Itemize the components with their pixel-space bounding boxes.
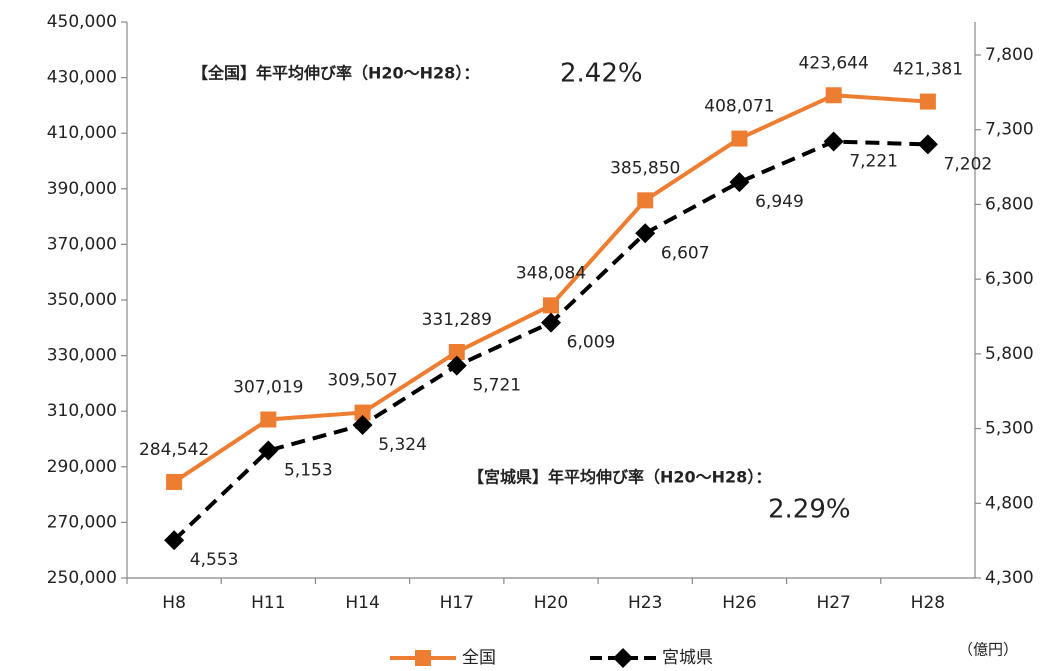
data-point <box>164 530 185 551</box>
data-point <box>917 134 938 155</box>
data-point <box>354 404 371 421</box>
data-point <box>919 93 936 110</box>
x-tick-label: H28 <box>911 593 945 613</box>
y-tick-label: 310,000 <box>47 401 117 421</box>
data-point <box>166 473 183 490</box>
y-tick-label: 370,000 <box>47 234 117 254</box>
y-tick-label: 410,000 <box>47 123 117 143</box>
data-point <box>541 312 561 333</box>
y-tick-label: 390,000 <box>47 179 117 199</box>
data-point <box>825 87 842 104</box>
data-label: 6,949 <box>755 192 804 212</box>
annotation: 【宮城県】年平均伸び率（H20～H28）： <box>468 468 771 487</box>
unit-label: （億円） <box>958 641 1018 659</box>
y2-tick-label: 6,300 <box>985 269 1034 289</box>
data-label: 421,381 <box>893 60 963 80</box>
x-tick-label: H8 <box>162 593 186 613</box>
legend-label: 全国 <box>462 648 496 668</box>
x-tick-label: H11 <box>251 593 285 613</box>
data-label: 348,084 <box>516 263 586 283</box>
annotation-value: 2.29% <box>768 495 851 525</box>
data-point <box>258 440 279 461</box>
series-line <box>173 93 929 484</box>
data-label: 423,644 <box>799 53 869 73</box>
data-point <box>352 414 373 435</box>
y2-tick-label: 7,300 <box>985 120 1034 140</box>
y2-tick-label: 6,800 <box>985 194 1034 214</box>
y2-tick-label: 7,800 <box>985 45 1034 65</box>
data-label: 331,289 <box>422 310 492 330</box>
data-label: 6,607 <box>661 243 710 263</box>
legend-marker <box>613 648 633 668</box>
data-label: 307,019 <box>233 377 303 397</box>
x-tick-label: H23 <box>628 593 662 613</box>
annotation-value: 2.42% <box>560 59 643 89</box>
legend-marker <box>415 650 431 666</box>
data-label: 6,009 <box>567 333 616 353</box>
data-point <box>260 411 277 428</box>
data-point <box>448 344 465 361</box>
data-label: 5,153 <box>284 461 333 481</box>
data-point <box>729 172 750 193</box>
x-tick-label: H17 <box>440 593 474 613</box>
data-label: 7,221 <box>849 152 898 172</box>
data-point <box>543 297 559 314</box>
data-label: 408,071 <box>704 97 774 117</box>
data-label: 5,721 <box>472 376 521 396</box>
y-tick-label: 450,000 <box>47 12 117 32</box>
y-tick-label: 330,000 <box>47 346 117 366</box>
y-tick-label: 270,000 <box>47 512 117 532</box>
x-tick-label: H26 <box>722 593 756 613</box>
y-tick-label: 290,000 <box>47 457 117 477</box>
y-tick-label: 430,000 <box>47 68 117 88</box>
data-point <box>635 223 656 244</box>
data-label: 5,324 <box>378 435 427 455</box>
y2-tick-label: 4,300 <box>985 568 1034 588</box>
data-point <box>823 131 844 152</box>
data-label: 7,202 <box>944 154 993 174</box>
x-tick-label: H27 <box>816 593 850 613</box>
data-label: 4,553 <box>190 550 239 570</box>
data-point <box>446 355 467 376</box>
y2-tick-label: 5,300 <box>985 419 1034 439</box>
data-label: 385,850 <box>610 158 680 178</box>
y2-tick-label: 4,800 <box>985 493 1034 513</box>
y2-tick-label: 5,800 <box>985 344 1034 364</box>
data-label: 309,507 <box>327 371 397 391</box>
data-point <box>637 192 654 209</box>
legend-label: 宮城県 <box>662 648 713 668</box>
annotation: 【全国】年平均伸び率（H20～H28）： <box>192 64 479 83</box>
x-tick-label: H20 <box>534 593 568 613</box>
data-label: 284,542 <box>139 440 209 460</box>
y-tick-label: 250,000 <box>47 568 117 588</box>
data-point <box>731 130 748 147</box>
x-tick-label: H14 <box>345 593 379 613</box>
y-tick-label: 350,000 <box>47 290 117 310</box>
